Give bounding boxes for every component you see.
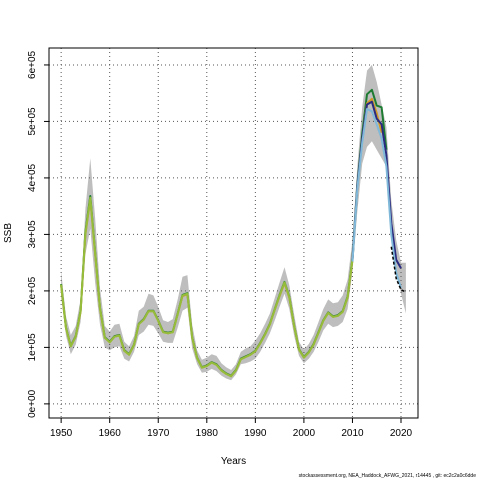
x-tick-label: 2020 <box>390 428 413 439</box>
y-tick-label: 0e+00 <box>27 389 38 418</box>
y-tick-label: 3e+05 <box>27 220 38 249</box>
x-axis: 1950 1960 1970 1980 1990 2000 2010 2020 <box>50 417 413 439</box>
x-tick-label: 2000 <box>293 428 316 439</box>
footer-credit: stockassessment.org, NEA_Haddock_AFWG_20… <box>298 473 476 479</box>
confidence-band <box>61 64 406 381</box>
series-line-5 <box>351 108 402 289</box>
y-tick-label: 6e+05 <box>27 50 38 79</box>
x-axis-title: Years <box>221 456 246 467</box>
y-tick-label: 5e+05 <box>27 107 38 136</box>
y-tick-label: 4e+05 <box>27 163 38 192</box>
x-tick-label: 2010 <box>341 428 364 439</box>
x-tick-label: 1950 <box>50 428 73 439</box>
series-line-3 <box>60 196 354 378</box>
x-tick-label: 1960 <box>99 428 122 439</box>
x-tick-label: 1990 <box>244 428 267 439</box>
x-tick-label: 1970 <box>147 428 170 439</box>
series-line-6 <box>390 246 407 293</box>
y-axis-title: SSB <box>3 223 14 243</box>
y-axis: 0e+00 1e+05 2e+05 3e+05 4e+05 5e+05 6e+05 <box>27 50 49 418</box>
y-tick-label: 2e+05 <box>27 276 38 305</box>
confidence-band-layer <box>61 64 406 381</box>
series-layer <box>60 88 407 378</box>
y-tick-label: 1e+05 <box>27 333 38 362</box>
x-tick-label: 1980 <box>196 428 219 439</box>
